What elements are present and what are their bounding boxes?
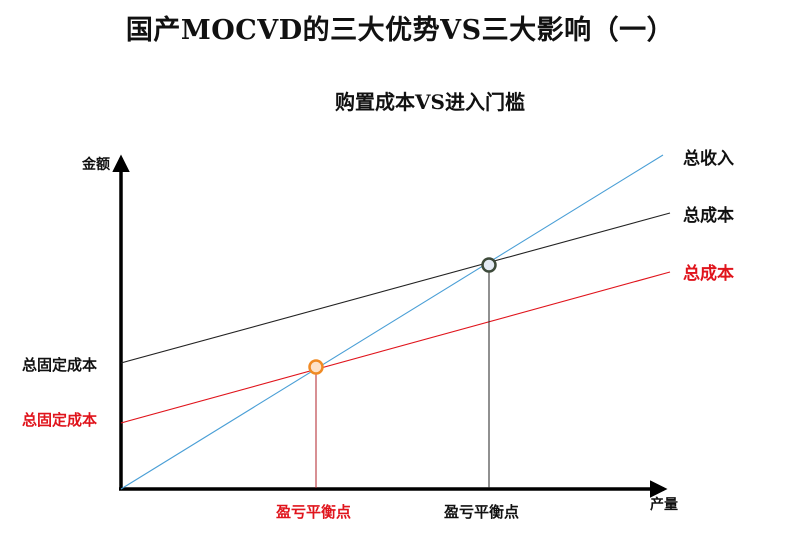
break-even-point-red	[308, 359, 324, 375]
break-even-label-black: 盈亏平衡点	[444, 503, 520, 521]
total-revenue-line	[120, 154, 664, 490]
fixed-cost-label-red: 总固定成本	[22, 411, 98, 429]
total-cost-black-line	[120, 212, 671, 364]
break-even-point-black	[481, 257, 497, 273]
x-axis-label: 产量	[650, 497, 678, 513]
y-axis-label: 金额	[82, 157, 110, 173]
legend-total-cost-red: 总成本	[683, 264, 734, 284]
total-cost-red-line	[120, 271, 671, 424]
page-title: 国产MOCVD的三大优势VS三大影响（一）	[125, 15, 675, 46]
break-even-label-red: 盈亏平衡点	[276, 503, 352, 521]
legend-total-cost-black: 总成本	[683, 206, 734, 226]
fixed-cost-label-black: 总固定成本	[22, 356, 98, 374]
legend-total-revenue: 总收入	[683, 149, 734, 169]
diagram-subtitle: 购置成本VS进入门槛	[335, 90, 525, 114]
